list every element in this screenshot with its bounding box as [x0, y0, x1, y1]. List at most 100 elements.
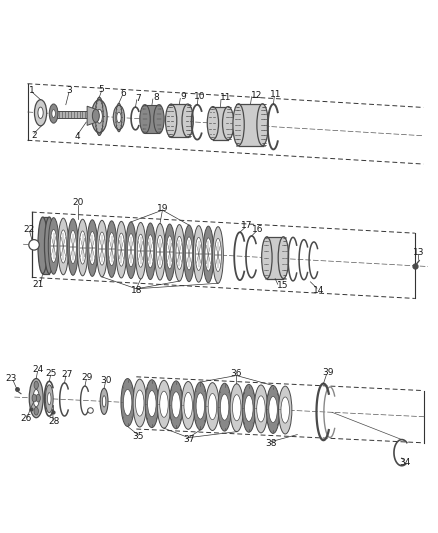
Ellipse shape: [194, 382, 207, 430]
Text: 25: 25: [46, 369, 57, 378]
Ellipse shape: [244, 395, 253, 422]
Ellipse shape: [182, 382, 195, 430]
Ellipse shape: [67, 219, 78, 275]
Ellipse shape: [254, 385, 268, 433]
Ellipse shape: [50, 229, 57, 262]
Ellipse shape: [218, 383, 231, 431]
Ellipse shape: [70, 230, 76, 263]
Ellipse shape: [36, 394, 40, 402]
Ellipse shape: [233, 104, 244, 146]
Text: 9: 9: [181, 92, 187, 101]
Bar: [53, 111, 91, 118]
Ellipse shape: [174, 224, 185, 281]
Ellipse shape: [102, 395, 106, 407]
Text: 38: 38: [265, 439, 277, 448]
Text: 16: 16: [251, 225, 263, 235]
Text: 11: 11: [270, 91, 281, 100]
Ellipse shape: [193, 225, 204, 282]
Ellipse shape: [160, 391, 168, 417]
Text: 13: 13: [413, 248, 424, 257]
Ellipse shape: [170, 381, 183, 429]
Text: 1: 1: [29, 86, 35, 95]
Text: 5: 5: [99, 85, 104, 94]
Ellipse shape: [157, 235, 163, 268]
Ellipse shape: [89, 231, 95, 264]
Ellipse shape: [108, 232, 115, 265]
Ellipse shape: [113, 106, 124, 130]
Ellipse shape: [87, 220, 98, 276]
Text: 8: 8: [153, 93, 159, 102]
Ellipse shape: [145, 223, 155, 279]
Text: 26: 26: [20, 414, 32, 423]
Text: 10: 10: [194, 92, 205, 101]
Ellipse shape: [147, 235, 154, 268]
Ellipse shape: [278, 237, 289, 279]
Text: 17: 17: [240, 221, 252, 230]
Text: 21: 21: [33, 280, 44, 289]
Ellipse shape: [157, 381, 171, 428]
Text: 19: 19: [157, 204, 168, 213]
Ellipse shape: [99, 232, 106, 265]
Ellipse shape: [206, 383, 219, 431]
Ellipse shape: [203, 226, 214, 282]
Ellipse shape: [35, 100, 47, 126]
Text: 30: 30: [101, 376, 112, 385]
Ellipse shape: [92, 109, 99, 122]
Ellipse shape: [116, 221, 127, 278]
Ellipse shape: [186, 237, 192, 270]
Ellipse shape: [135, 222, 146, 279]
Ellipse shape: [215, 238, 222, 271]
Ellipse shape: [223, 107, 234, 140]
Ellipse shape: [46, 385, 53, 413]
Ellipse shape: [135, 390, 144, 416]
Text: 12: 12: [251, 91, 263, 100]
Ellipse shape: [166, 236, 173, 269]
Polygon shape: [239, 104, 262, 146]
Ellipse shape: [145, 379, 159, 427]
Ellipse shape: [257, 396, 265, 422]
Ellipse shape: [52, 110, 55, 117]
Ellipse shape: [127, 233, 134, 266]
Ellipse shape: [257, 104, 268, 146]
Text: 27: 27: [61, 370, 72, 379]
Polygon shape: [43, 217, 49, 273]
Ellipse shape: [117, 112, 121, 123]
Ellipse shape: [45, 217, 54, 273]
Ellipse shape: [49, 104, 58, 123]
Ellipse shape: [184, 392, 192, 418]
Polygon shape: [213, 107, 228, 140]
Ellipse shape: [220, 394, 229, 420]
Text: 36: 36: [231, 369, 242, 378]
Text: 39: 39: [322, 368, 334, 377]
Text: 18: 18: [131, 286, 142, 295]
Ellipse shape: [118, 233, 125, 266]
Ellipse shape: [172, 392, 180, 418]
Text: 20: 20: [72, 198, 83, 207]
Ellipse shape: [78, 219, 88, 276]
Polygon shape: [267, 237, 283, 279]
Ellipse shape: [124, 390, 132, 416]
Ellipse shape: [121, 378, 134, 426]
Ellipse shape: [207, 107, 219, 140]
Text: 28: 28: [48, 417, 59, 426]
Ellipse shape: [48, 217, 59, 274]
Ellipse shape: [100, 389, 108, 415]
Ellipse shape: [47, 393, 51, 405]
Ellipse shape: [32, 394, 36, 402]
Ellipse shape: [60, 230, 67, 263]
Text: 14: 14: [314, 286, 325, 295]
Polygon shape: [87, 106, 96, 125]
Ellipse shape: [106, 221, 117, 277]
Ellipse shape: [195, 237, 202, 270]
Text: 29: 29: [81, 373, 93, 382]
Text: 23: 23: [6, 374, 17, 383]
Ellipse shape: [281, 397, 290, 423]
Ellipse shape: [242, 384, 255, 432]
Ellipse shape: [233, 394, 241, 421]
Ellipse shape: [38, 217, 47, 273]
Ellipse shape: [34, 381, 39, 389]
Text: 11: 11: [220, 93, 232, 102]
Ellipse shape: [164, 224, 175, 280]
Ellipse shape: [261, 237, 272, 279]
Ellipse shape: [196, 393, 205, 419]
